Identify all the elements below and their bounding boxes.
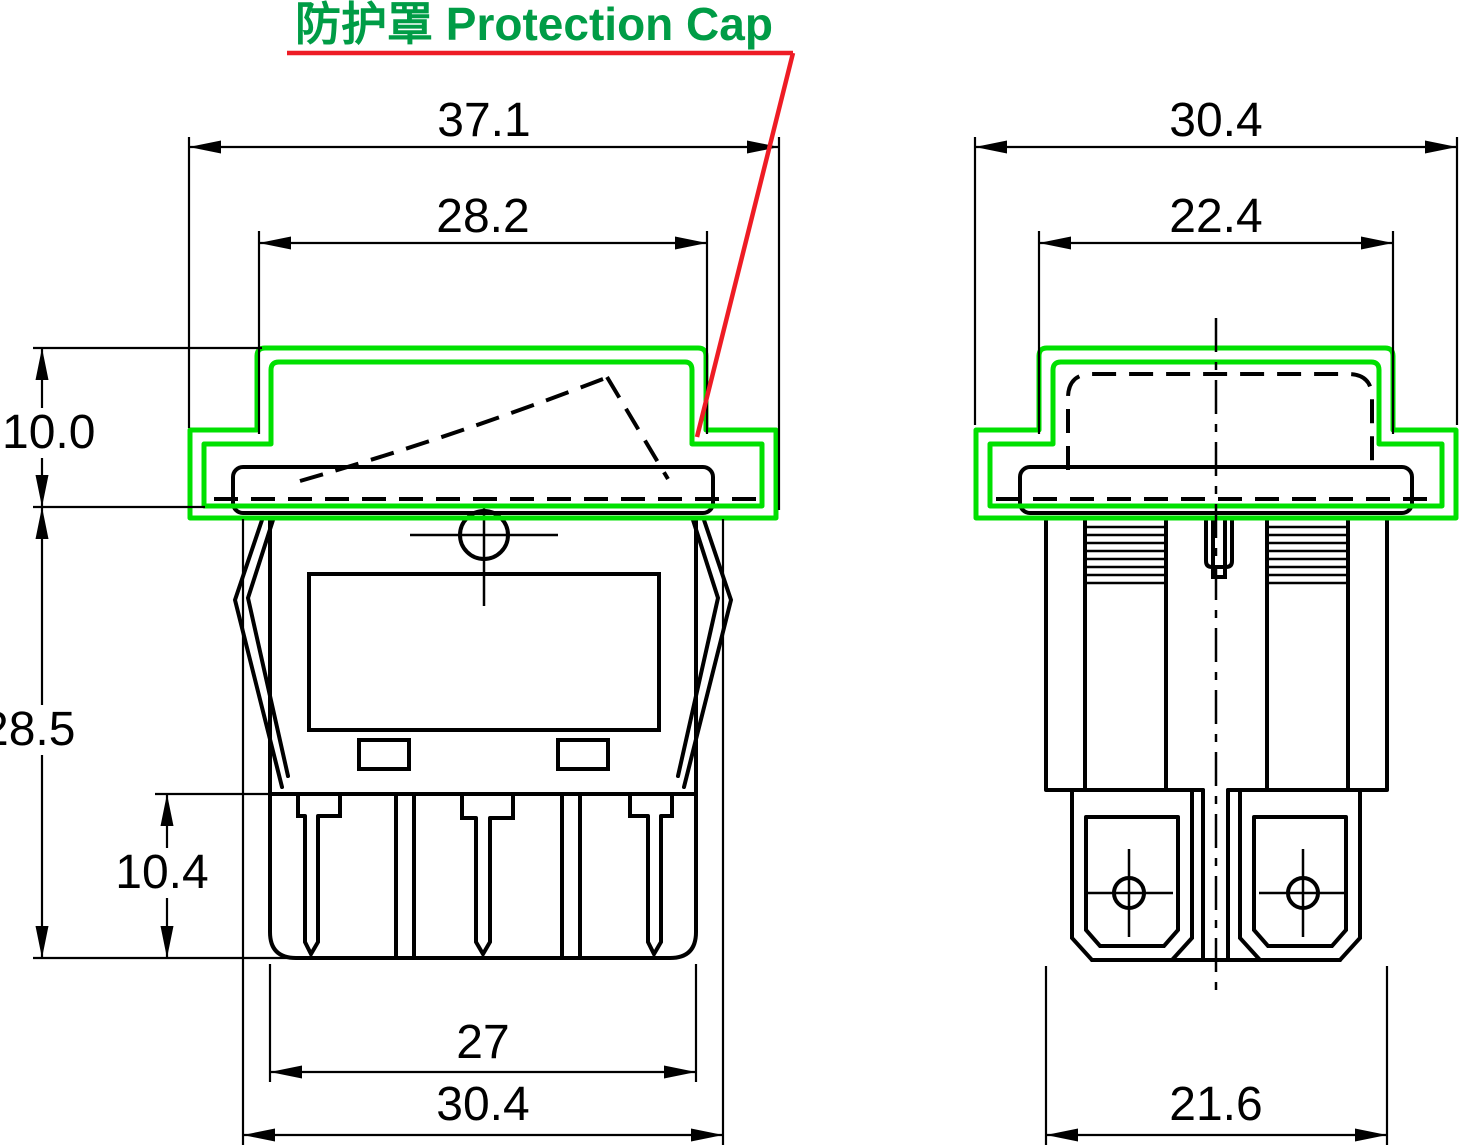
side-pocket-left-inner [1084,815,1180,948]
protection-cap-front-outer [187,345,779,521]
dim-front-terminal-length: 10.4 [112,792,268,958]
protection-cap-label: 防护罩 Protection Cap [295,0,773,50]
dim-side-body-depth: 21.6 [1044,966,1389,1145]
dim-label-body-width: 30.4 [436,1078,529,1131]
dim-side-cap-depth: 30.4 [973,94,1459,425]
dim-label-body-depth: 21.6 [1169,1078,1262,1131]
dim-label-cap-height: 10.0 [2,406,95,459]
front-terminal-partitions [394,792,582,960]
front-terminal-housing [268,792,698,960]
side-center-channel [1201,788,1230,962]
front-latch-window-left [357,738,411,771]
side-rib-left [1083,517,1168,792]
side-center-slot [1204,517,1234,579]
front-terminal-center [460,792,515,958]
dim-label-cap-depth: 30.4 [1169,94,1262,147]
dim-label-cap-top-width: 28.2 [436,190,529,243]
protection-cap-side-inner [987,359,1445,509]
side-terminal-hole-right-crosshair [1259,849,1347,937]
front-terminal-right [628,792,674,959]
front-label-window [307,572,661,732]
dim-front-cap-top-width: 28.2 [257,190,709,434]
side-view: 30.4 22.4 21.6 [973,94,1459,1145]
side-rib-hatching [1085,525,1348,585]
front-terminal-left [296,792,342,959]
front-rocker-hidden [299,375,670,483]
side-body [1044,517,1389,792]
dim-front-terminal-row-width: 27 [268,964,698,1082]
side-pocket-right-inner [1252,815,1348,948]
front-clip-left [232,518,290,789]
side-rib-right [1265,517,1350,792]
dim-front-body-height: 28.5 [0,507,296,960]
dim-label-cap-top-depth: 22.4 [1169,190,1262,243]
dim-front-cap-width: 37.1 [187,94,781,510]
protection-cap-front-inner [201,359,765,509]
side-rocker-hidden [1066,372,1374,470]
front-clip-right [676,518,734,789]
front-latch-window-right [556,738,610,771]
dim-front-body-width: 30.4 [241,519,725,1145]
dim-label-terminal-row-width: 27 [456,1016,509,1069]
dim-side-cap-top-depth: 22.4 [1037,190,1395,434]
dim-label-cap-width: 37.1 [437,94,530,147]
front-view: 37.1 28.2 10.0 28.5 10.4 [0,94,781,1145]
front-pivot-crosshair [410,504,558,606]
side-terminal-hole-left-crosshair [1085,849,1173,937]
protection-cap-callout: 防护罩 Protection Cap [287,0,796,438]
callout-leader-line [694,52,796,438]
dim-front-cap-height: 10.0 [0,346,262,509]
dim-label-terminal-length: 10.4 [115,846,208,899]
dim-label-body-height: 28.5 [0,703,75,756]
